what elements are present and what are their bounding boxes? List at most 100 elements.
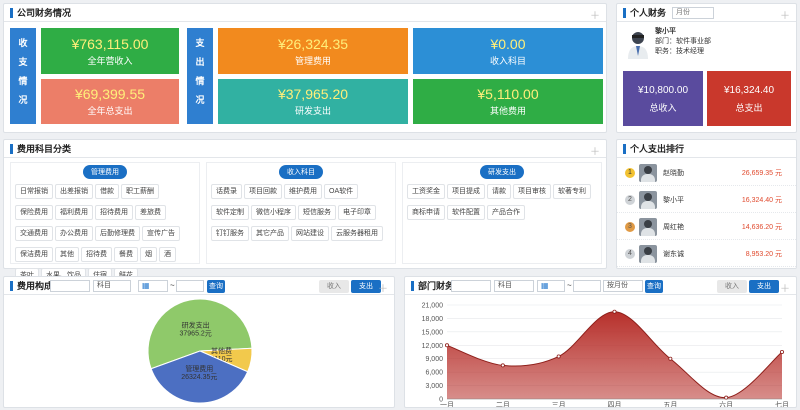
collapse-icon[interactable]: ＋ xyxy=(780,11,790,22)
data-point[interactable] xyxy=(668,356,673,361)
category-tag[interactable]: OA软件 xyxy=(324,184,359,199)
category-tag[interactable]: 云服务器租用 xyxy=(331,226,383,241)
category-tag[interactable]: 网站建设 xyxy=(291,226,329,241)
category-tag[interactable]: 招待费 xyxy=(81,247,112,262)
ranking-row[interactable]: 1 赵晓勤 26,659.35 元 xyxy=(617,160,796,186)
category-tag[interactable]: 软件配置 xyxy=(447,205,485,220)
collapse-icon[interactable]: ＋ xyxy=(590,11,600,22)
category-tag[interactable]: 酒 xyxy=(159,247,176,262)
category-tag[interactable]: 钉钉服务 xyxy=(211,226,249,241)
category-tag[interactable]: 软件定制 xyxy=(211,205,249,220)
ranking-amount: 14,636.20 元 xyxy=(741,223,782,231)
cost-date-start[interactable]: ▦ xyxy=(138,280,168,292)
calendar-icon: ▦ xyxy=(142,281,150,290)
category-tag[interactable]: 福利费用 xyxy=(55,205,93,220)
pie-slice[interactable] xyxy=(147,298,253,370)
x-tick-label: 二月 xyxy=(496,401,510,407)
cost-query-button[interactable]: 查询 xyxy=(207,280,225,293)
category-tag[interactable]: 产品合作 xyxy=(487,205,525,220)
data-point[interactable] xyxy=(779,350,784,355)
category-tag[interactable]: 项目回款 xyxy=(244,184,282,199)
dept-date-start[interactable]: ▦ xyxy=(537,280,565,292)
cost-composition-panel: 费用构成 科目 ▦ ~ 查询 收入 支出 ＋ 研发支出 37965.2元 其他费 51… xyxy=(3,276,395,408)
y-tick-label: 0 xyxy=(439,397,443,404)
collapse-icon[interactable]: ＋ xyxy=(590,147,600,158)
category-tag[interactable]: 话费录 xyxy=(211,184,242,199)
x-tick-label: 一月 xyxy=(440,401,454,407)
category-group-title[interactable]: 收入科目 xyxy=(279,165,323,179)
data-point[interactable] xyxy=(500,363,505,368)
category-tag[interactable]: 出差报销 xyxy=(55,184,93,199)
category-group: 收入科目话费录 项目回款 维护费用 OA软件软件定制 微信小程序 短信服务 电子印章钉钉服务… xyxy=(206,162,396,264)
y-tick-label: 15,000 xyxy=(422,329,444,336)
user-dept: 部门：软件事业部 xyxy=(655,38,711,45)
category-tag[interactable]: 日常报销 xyxy=(15,184,53,199)
ranking-row[interactable]: 2 黎小平 16,324.40 元 xyxy=(617,187,796,213)
add-icon[interactable]: ＋ xyxy=(780,284,790,295)
personal-expense-tile[interactable]: ¥16,324.40 总支出 xyxy=(707,71,791,126)
category-tag[interactable]: 保险费用 xyxy=(15,205,53,220)
annual-expense-amount: ¥69,399.55 xyxy=(74,86,146,102)
category-tag[interactable]: 软著专利 xyxy=(553,184,591,199)
dept-date-end[interactable] xyxy=(573,280,601,292)
category-group: 管理费用日常报销 出差报销 借款 职工薪酬保险费用 福利费用 招待费用 差旅费交通费用 办公费… xyxy=(10,162,200,283)
dept-area-chart: 0 3,000 6,000 9,000 12,000 15,000 18,000 21,000… xyxy=(422,303,789,408)
dept-month-select[interactable]: 按月份 xyxy=(603,280,643,292)
category-tag[interactable]: 短信服务 xyxy=(298,205,336,220)
category-tag[interactable]: 后勤修理费 xyxy=(95,226,140,241)
category-tag[interactable]: 微信小程序 xyxy=(251,205,296,220)
ranking-amount: 8,953.20 元 xyxy=(745,250,782,258)
admin-cost-tile[interactable]: ¥26,324.35 管理费用 xyxy=(218,28,408,74)
category-tag[interactable]: 办公费用 xyxy=(55,226,93,241)
category-tag[interactable]: 其他 xyxy=(55,247,79,262)
category-tag[interactable]: 交通费用 xyxy=(15,226,53,241)
rd-expense-tile[interactable]: ¥37,965.20 研发支出 xyxy=(218,79,408,124)
category-tag[interactable]: 维护费用 xyxy=(284,184,322,199)
calendar-icon: ▦ xyxy=(541,281,549,290)
month-input[interactable]: 月份 xyxy=(672,6,715,19)
cost-income-tab[interactable]: 收入 xyxy=(319,280,349,293)
cost-subject-input[interactable]: 科目 xyxy=(93,280,131,292)
other-cost-tile[interactable]: ¥5,110.00 其他费用 xyxy=(413,79,603,124)
category-tag[interactable]: 电子印章 xyxy=(338,205,376,220)
category-tag[interactable]: 商标申请 xyxy=(407,205,445,220)
income-subject-tile[interactable]: ¥0.00 收入科目 xyxy=(413,28,603,74)
category-tag[interactable]: 项目提成 xyxy=(447,184,485,199)
category-group-title[interactable]: 管理费用 xyxy=(83,165,127,179)
dept-filter-input[interactable] xyxy=(451,280,491,292)
data-point[interactable] xyxy=(556,354,561,359)
area-fill xyxy=(447,311,782,399)
category-tag[interactable]: 职工薪酬 xyxy=(121,184,159,199)
category-tag[interactable]: 保洁费用 xyxy=(15,247,53,262)
category-tag[interactable]: 差旅费 xyxy=(135,205,166,220)
annual-expense-tile[interactable]: ¥69,399.55 全年总支出 xyxy=(41,79,179,124)
cost-filter-input[interactable] xyxy=(50,280,90,292)
admin-cost-label: 管理费用 xyxy=(294,55,331,66)
category-group-title[interactable]: 研发支出 xyxy=(480,165,524,179)
annual-income-tile[interactable]: ¥763,115.00 全年营收入 xyxy=(41,28,179,74)
dept-income-tab[interactable]: 收入 xyxy=(717,280,747,293)
dept-expense-tab[interactable]: 支出 xyxy=(749,280,779,293)
data-point[interactable] xyxy=(612,309,617,314)
personal-income-tile[interactable]: ¥10,800.00 总收入 xyxy=(623,71,703,126)
category-tag[interactable]: 宣传广告 xyxy=(142,226,180,241)
annual-income-amount: ¥763,115.00 xyxy=(71,35,149,52)
cost-expense-tab[interactable]: 支出 xyxy=(351,280,381,293)
category-tag[interactable]: 招待费用 xyxy=(95,205,133,220)
add-icon[interactable]: ＋ xyxy=(378,284,388,295)
category-tag[interactable]: 烟 xyxy=(140,247,157,262)
category-tag[interactable]: 餐费 xyxy=(114,247,138,262)
cost-date-end[interactable] xyxy=(176,280,204,292)
category-tag[interactable]: 请款 xyxy=(487,184,511,199)
pie-slice[interactable] xyxy=(150,350,249,404)
dept-query-button[interactable]: 查询 xyxy=(645,280,663,293)
x-tick-label: 四月 xyxy=(608,401,622,407)
category-tag[interactable]: 工资奖金 xyxy=(407,184,445,199)
data-point[interactable] xyxy=(445,343,450,348)
dept-subject-input[interactable]: 科目 xyxy=(494,280,534,292)
ranking-row[interactable]: 3 周红艳 14,636.20 元 xyxy=(617,214,796,240)
category-tag[interactable]: 借款 xyxy=(95,184,119,199)
ranking-row[interactable]: 4 谢东诚 8,953.20 元 xyxy=(617,241,796,267)
category-tag[interactable]: 项目审核 xyxy=(513,184,551,199)
category-tag[interactable]: 其它产品 xyxy=(251,226,289,241)
